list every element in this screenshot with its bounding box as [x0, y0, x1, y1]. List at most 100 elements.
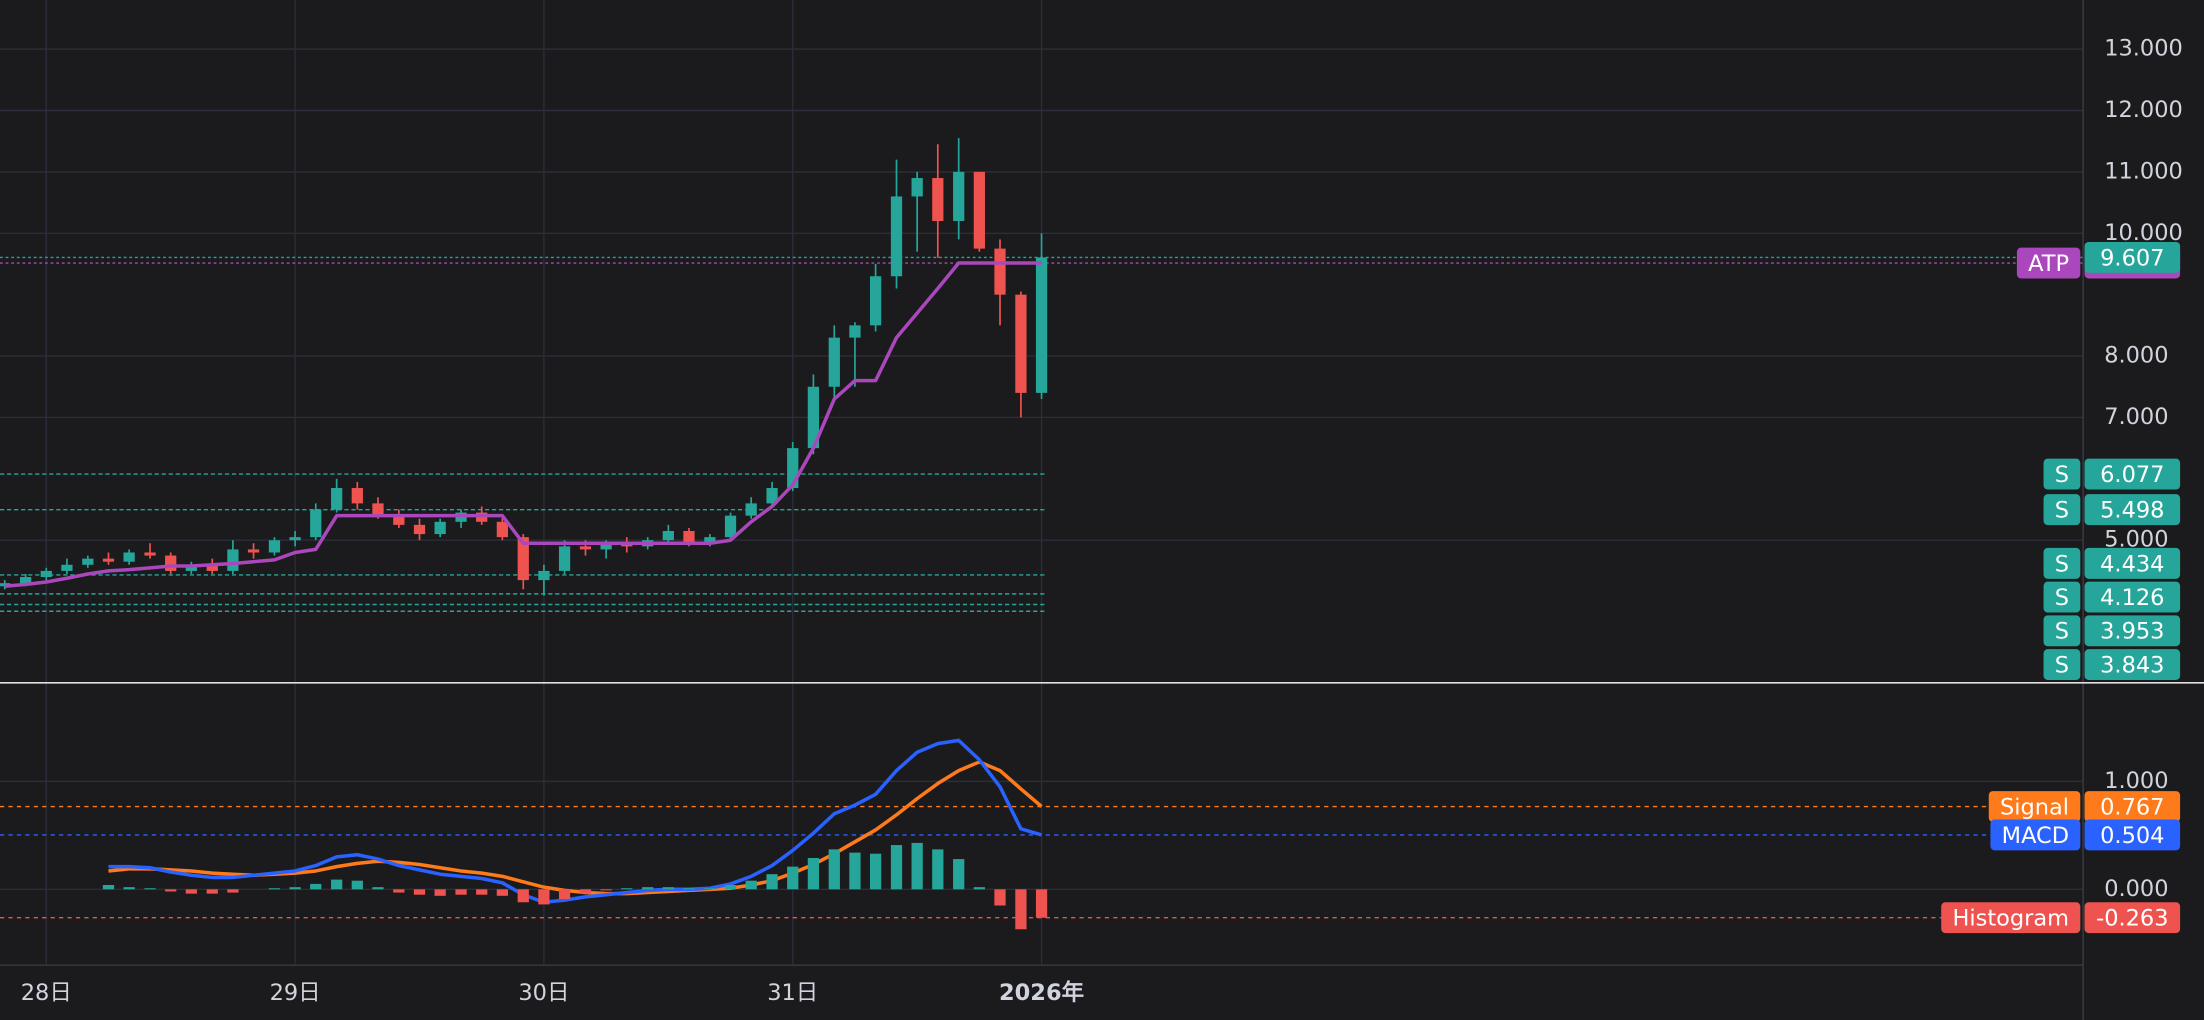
price-label: 3.953 — [2100, 619, 2164, 645]
histogram-bar — [828, 849, 840, 890]
candle-body — [973, 171, 985, 249]
candle-body — [372, 503, 384, 516]
histogram-bar — [144, 888, 156, 890]
candle-body — [517, 537, 529, 581]
candle-body — [413, 524, 426, 535]
histogram-bar — [683, 888, 695, 890]
y-tick-label: 11.000 — [2104, 158, 2183, 184]
price-label-box — [2084, 494, 2181, 526]
candle-body — [40, 570, 52, 578]
candle-body — [869, 276, 882, 326]
histogram-bar — [331, 879, 343, 890]
candle-body — [289, 537, 301, 541]
histogram-bar — [102, 884, 115, 890]
histogram-bar — [517, 889, 529, 903]
name-label: S — [2055, 652, 2069, 678]
price-label: 9.607 — [2100, 245, 2164, 271]
name-label: MACD — [2002, 823, 2069, 849]
histogram-bar — [123, 887, 135, 890]
price-label: 5.498 — [2100, 498, 2164, 524]
price-label-box — [2084, 615, 2181, 647]
histogram-bar — [994, 889, 1006, 906]
histogram-bar — [704, 888, 716, 890]
candle-body — [1035, 257, 1048, 393]
histogram-bar — [227, 889, 239, 893]
histogram-bar — [724, 884, 737, 890]
name-label: ATP — [2028, 251, 2069, 277]
price-label: 4.434 — [2100, 551, 2164, 577]
price-label-box — [2084, 241, 2181, 273]
histogram-bar — [393, 889, 405, 893]
name-label-box — [1990, 819, 2081, 851]
candle-body — [61, 564, 73, 571]
candle-body — [662, 531, 674, 541]
marks — [0, 138, 1048, 930]
candle-body — [102, 558, 115, 562]
price-label: -0.263 — [2096, 906, 2168, 932]
name-label: S — [2055, 462, 2069, 488]
histogram-bar — [766, 874, 778, 890]
candle-body — [393, 515, 405, 525]
price-label-box — [2084, 458, 2181, 490]
candle-body — [268, 540, 281, 553]
name-label-box — [2043, 649, 2081, 680]
price-label: 4.126 — [2100, 585, 2164, 611]
y-tick-label: 12.000 — [2104, 97, 2183, 123]
x-tick-label: 2026年 — [999, 979, 1084, 1006]
y-tick-label: 8.000 — [2104, 343, 2168, 369]
x-tick-label: 29日 — [270, 980, 321, 1006]
y-tick-label: 1.000 — [2104, 768, 2168, 794]
name-label: S — [2055, 585, 2069, 611]
histogram-bar — [434, 889, 446, 896]
price-label-box — [2084, 649, 2181, 680]
histogram-bar — [1035, 889, 1048, 918]
candle-body — [953, 171, 965, 221]
name-label-box — [2043, 581, 2081, 613]
histogram-bar — [807, 858, 820, 890]
histogram-bar — [310, 883, 322, 890]
series-line — [108, 738, 1043, 905]
candle-body — [890, 196, 903, 277]
candle-body — [434, 521, 446, 535]
candle-body — [766, 488, 778, 504]
candle-body — [310, 509, 322, 538]
y-tick-label: 13.000 — [2104, 36, 2183, 62]
candle-body — [227, 549, 239, 571]
candle-body — [496, 521, 508, 538]
histogram-bar — [642, 887, 654, 890]
histogram-bar — [973, 887, 985, 890]
name-label: S — [2055, 551, 2069, 577]
name-label-box — [1941, 902, 2081, 934]
y-tick-label: 0.000 — [2104, 876, 2168, 902]
histogram-bar — [185, 889, 197, 894]
histogram-bar — [538, 889, 550, 905]
candle-body — [849, 325, 861, 338]
price-label-box — [2084, 581, 2181, 613]
name-label: Signal — [2000, 794, 2069, 820]
histogram-bar — [579, 889, 592, 894]
candle-body — [579, 546, 592, 550]
histogram-bar — [372, 887, 384, 890]
histogram-bar — [206, 889, 218, 894]
y-tick-label: 7.000 — [2104, 404, 2168, 430]
price-label: 3.843 — [2100, 652, 2164, 678]
candle-body — [911, 178, 923, 197]
histogram-bar — [268, 888, 281, 890]
name-label-box — [2043, 547, 2081, 579]
candle-body — [704, 537, 716, 544]
candle-body — [351, 488, 363, 504]
histogram-bar — [890, 845, 903, 890]
histogram-bar — [476, 889, 488, 895]
candle-body — [123, 552, 135, 562]
name-label-box — [2043, 615, 2081, 647]
price-label-box — [2084, 819, 2181, 851]
name-label: S — [2055, 498, 2069, 524]
candle-body — [724, 515, 737, 538]
candle-body — [787, 448, 799, 489]
histogram-bar — [662, 887, 674, 890]
histogram-bar — [932, 849, 944, 890]
candle-body — [932, 178, 944, 221]
candle-body — [165, 555, 177, 571]
candle-body — [558, 546, 571, 571]
